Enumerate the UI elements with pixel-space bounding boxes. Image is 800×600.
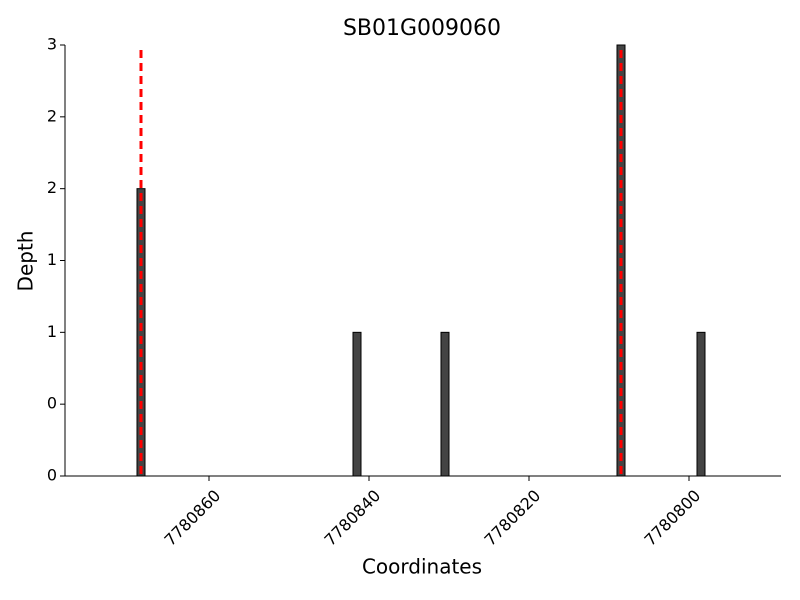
y-tick-label: 2 [47,178,57,197]
y-tick-label: 0 [47,394,57,413]
bar [440,331,450,477]
y-tick-label: 3 [47,35,57,54]
x-tick-label: 7780840 [320,486,384,550]
y-tick-label: 1 [47,250,57,269]
y-axis-label: Depth [14,231,38,292]
bar [136,188,146,477]
bar [352,331,362,477]
x-tick-label: 7780800 [640,486,704,550]
y-tick-label: 2 [47,106,57,125]
chart-title: SB01G009060 [343,16,501,41]
x-tick-label: 7780820 [480,486,544,550]
y-tick-label: 1 [47,322,57,341]
y-tick-label: 0 [47,466,57,485]
x-tick-label: 7780860 [160,486,224,550]
bar [696,331,706,477]
x-axis-label: Coordinates [362,555,482,579]
